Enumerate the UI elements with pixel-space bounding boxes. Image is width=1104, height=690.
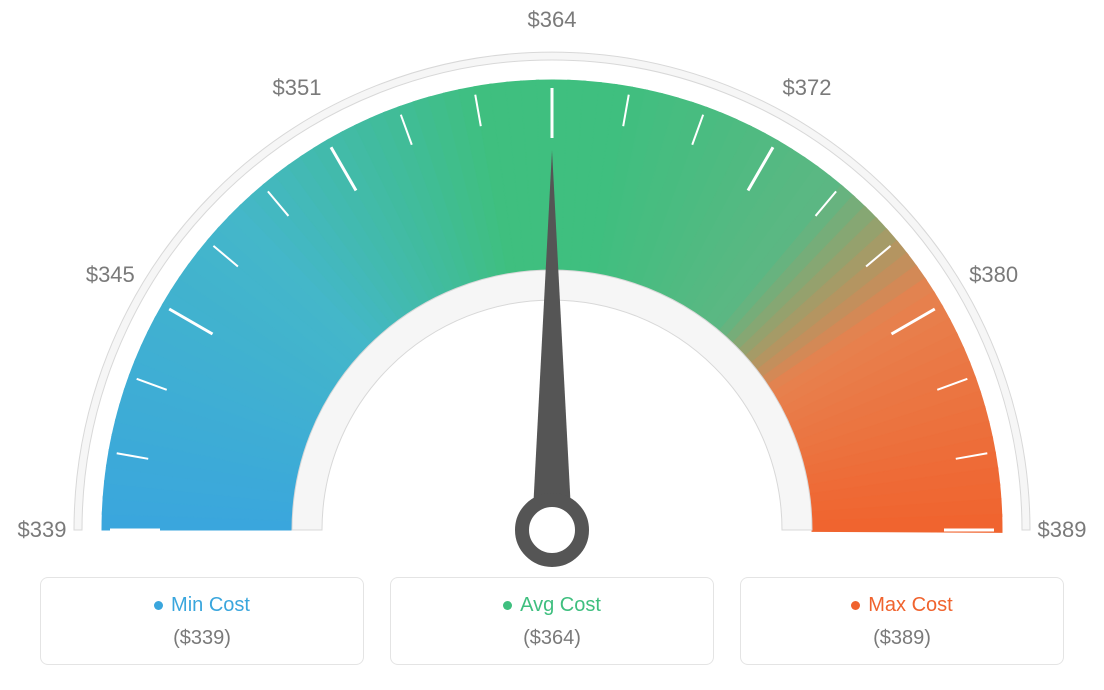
legend-value-max: ($389) [751,627,1053,650]
gauge-tick-label: $380 [969,262,1018,288]
legend-value-avg: ($364) [401,627,703,650]
legend-card-avg: Avg Cost ($364) [390,577,714,665]
legend-dot-avg [503,601,512,610]
legend-row: Min Cost ($339) Avg Cost ($364) Max Cost… [0,577,1104,665]
legend-card-min: Min Cost ($339) [40,577,364,665]
legend-label-max: Max Cost [868,594,952,617]
gauge-tick-label: $389 [1038,517,1087,543]
gauge-tick-label: $372 [783,75,832,101]
legend-title-min: Min Cost [154,594,250,617]
gauge-tick-label: $364 [528,7,577,33]
legend-title-max: Max Cost [851,594,952,617]
legend-card-max: Max Cost ($389) [740,577,1064,665]
legend-value-min: ($339) [51,627,353,650]
gauge-tick-label: $351 [273,75,322,101]
legend-dot-min [154,601,163,610]
gauge-tick-label: $339 [18,517,67,543]
legend-label-avg: Avg Cost [520,594,601,617]
legend-label-min: Min Cost [171,594,250,617]
legend-dot-max [851,601,860,610]
gauge-tick-label: $345 [86,262,135,288]
legend-title-avg: Avg Cost [503,594,601,617]
gauge-svg [0,0,1104,570]
cost-gauge: $339 $345 $351 $364 $372 $380 $389 [0,0,1104,570]
